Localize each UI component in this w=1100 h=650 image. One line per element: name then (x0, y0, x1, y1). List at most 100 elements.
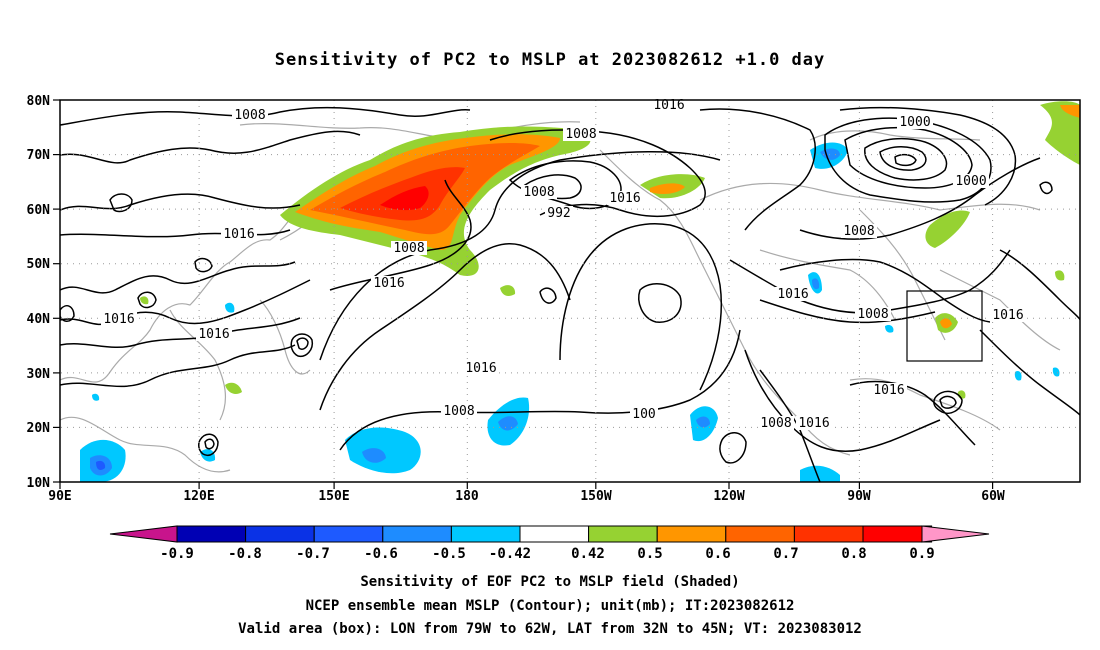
contour-label-bg (563, 127, 599, 141)
contour-label-bg (371, 276, 407, 290)
colorbar-box (656, 525, 727, 543)
colorbar-box (519, 525, 590, 543)
contour-label: 1008 (760, 416, 791, 431)
contour-label-bg (463, 361, 499, 375)
lon-label: 60W (981, 489, 1005, 504)
contour-label-bg (196, 327, 232, 341)
graticule (61, 100, 1080, 482)
contour-label: 1008 (565, 127, 596, 142)
colorbar-high-arrow (921, 525, 990, 543)
contour-label: 1016 (465, 361, 496, 376)
chart-title: Sensitivity of PC2 to MSLP at 2023082612… (274, 50, 826, 70)
shaded-positive (140, 101, 1080, 399)
colorbar-box (176, 525, 247, 543)
colorbar-box (793, 525, 864, 543)
contour-label: 1016 (609, 191, 640, 206)
caption-line-2: NCEP ensemble mean MSLP (Contour); unit(… (305, 598, 795, 614)
lon-label: 150W (580, 489, 611, 504)
contour-label-bg (391, 241, 427, 255)
colorbar-label: -0.42 (489, 546, 531, 562)
lat-label: 70N (27, 148, 51, 163)
contour-label: 1016 (798, 416, 829, 431)
colorbar-label: -0.6 (364, 546, 398, 562)
contour-label: 992 (547, 206, 570, 221)
lon-label: 120E (183, 489, 214, 504)
colorbar-label: -0.8 (228, 546, 262, 562)
colorbar-box (382, 525, 452, 543)
colorbar-label: -0.9 (160, 546, 194, 562)
colorbar-label: 0.42 (571, 546, 605, 562)
contour-label: 1016 (223, 227, 254, 242)
axis-ticks (53, 99, 994, 489)
contour-label-bg (796, 416, 832, 430)
contour-label-bg (775, 287, 811, 301)
contour-label-bg (990, 308, 1026, 322)
colorbar-label: 0.6 (705, 546, 730, 562)
lat-label: 20N (27, 421, 51, 436)
contour-label: 1000 (955, 174, 986, 189)
colorbar-box (862, 525, 933, 543)
colorbar-label: -0.7 (296, 546, 330, 562)
contour-label: 1008 (843, 224, 874, 239)
colorbar-box (588, 525, 658, 543)
shaded-negative (80, 142, 1060, 482)
contour-label-bg (221, 227, 257, 241)
map-frame (59, 99, 1081, 483)
contour-label: 1000 (899, 115, 930, 130)
caption-line-1: Sensitivity of EOF PC2 to MSLP field (Sh… (360, 574, 740, 590)
caption-line-3: Valid area (box): LON from 79W to 62W, L… (238, 621, 862, 637)
contour-label-bg (841, 224, 877, 238)
contour-label-bg (101, 312, 137, 326)
colorbar-box (313, 525, 384, 543)
colorbar-labels: -0.9 -0.8 -0.7 -0.6 -0.5 -0.42 0.42 0.5 … (160, 546, 935, 562)
contour-label: 1008 (857, 307, 888, 322)
contour-label-bg (232, 108, 268, 122)
contour-labels: 1008 1016 1008 1000 1008 1016 1000 992 1008 1016 1… (101, 98, 1026, 431)
contour-label: 1008 (443, 404, 474, 419)
colorbar-label: 0.5 (637, 546, 662, 562)
contour-label-bg (441, 404, 477, 418)
contour-label: 1016 (653, 98, 684, 113)
contour-label: 1016 (873, 383, 904, 398)
contour-label-bg (953, 174, 989, 188)
lon-label: 90E (48, 489, 71, 504)
colorbar-box (725, 525, 795, 543)
contour-label: 1008 (393, 241, 424, 256)
lat-label: 50N (27, 257, 51, 272)
colorbar-boxes (176, 525, 933, 543)
contour-label-bg (758, 416, 794, 430)
colorbar-box (450, 525, 521, 543)
lat-label: 30N (27, 367, 51, 382)
contour-label: 1016 (103, 312, 134, 327)
contour-label: 1016 (198, 327, 229, 342)
contour-label-bg (545, 206, 573, 220)
colorbar (109, 525, 990, 543)
colorbar-box (245, 525, 315, 543)
lon-label: 120W (713, 489, 744, 504)
contour-label-bg (651, 98, 687, 112)
colorbar-label: 0.9 (909, 546, 934, 562)
contour-label: 1008 (523, 185, 554, 200)
valid-area-box (906, 290, 983, 362)
contour-label: 1016 (373, 276, 404, 291)
lat-label: 10N (27, 476, 51, 491)
contour-label-bg (521, 185, 557, 199)
contour-label-bg (855, 307, 891, 321)
colorbar-label: -0.5 (432, 546, 466, 562)
colorbar-low-arrow (109, 525, 178, 543)
lat-label: 60N (27, 203, 51, 218)
contour-label: 100 (632, 407, 655, 422)
colorbar-label: 0.8 (841, 546, 866, 562)
lon-label: 150E (318, 489, 349, 504)
contour-label-bg (607, 191, 643, 205)
contour-label: 1016 (992, 308, 1023, 323)
contour-label-bg (871, 383, 907, 397)
mslp-contours (60, 106, 1080, 482)
lon-label: 90W (847, 489, 871, 504)
contour-label-bg (897, 115, 933, 129)
lat-label: 80N (27, 94, 51, 109)
lon-label: 180 (455, 489, 479, 504)
contour-label-bg (630, 407, 658, 421)
contour-label: 1016 (777, 287, 808, 302)
